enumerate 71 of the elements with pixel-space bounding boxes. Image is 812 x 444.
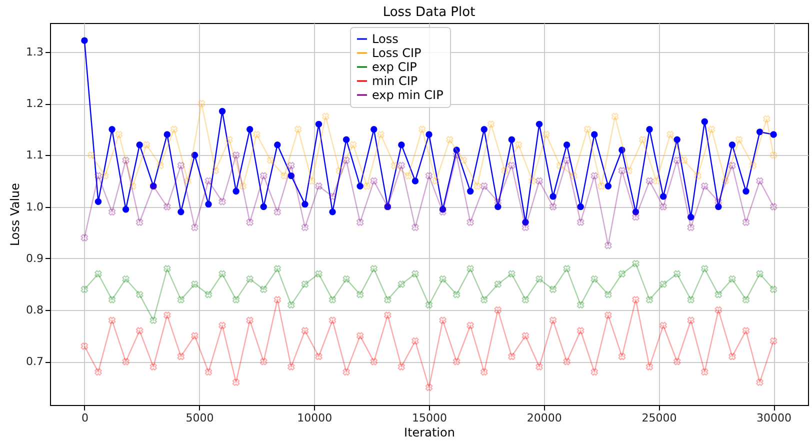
point: [591, 131, 598, 138]
legend-label: Loss CIP: [372, 46, 422, 60]
point: [81, 37, 88, 44]
point: [412, 178, 419, 184]
y-axis-title: Loss Value: [8, 182, 22, 246]
point: [108, 126, 116, 133]
point: [742, 188, 750, 195]
x-tick-label: 5000: [186, 412, 214, 424]
point: [426, 131, 432, 138]
point: [164, 131, 170, 138]
y-tick-label: 1.1: [26, 148, 44, 162]
point: [136, 141, 143, 148]
point: [370, 126, 378, 133]
legend-label: Loss: [372, 32, 398, 46]
point: [688, 214, 694, 220]
point: [577, 203, 584, 210]
point: [728, 141, 736, 148]
point: [218, 108, 226, 115]
point: [205, 200, 212, 208]
point: [178, 208, 184, 216]
y-tick-label: 0.9: [26, 252, 44, 265]
x-tick-label: 0: [81, 412, 88, 424]
point: [536, 120, 543, 128]
point: [674, 136, 680, 144]
x-axis-title: Iteration: [404, 426, 455, 440]
legend-label: exp CIP: [372, 60, 417, 74]
point: [770, 131, 777, 138]
point: [701, 118, 708, 125]
point: [94, 198, 102, 205]
point: [315, 120, 322, 128]
point: [480, 126, 488, 133]
point: [260, 203, 267, 210]
point: [646, 126, 653, 133]
point: [453, 146, 460, 154]
point: [632, 208, 640, 216]
chart-title: Loss Data Plot: [382, 5, 476, 20]
point: [246, 126, 254, 133]
point: [122, 206, 130, 213]
x-tick-label: 25000: [642, 412, 677, 424]
point: [604, 182, 612, 190]
legend-label: min CIP: [372, 74, 418, 88]
point: [715, 203, 722, 210]
x-tick-label: 20000: [526, 412, 562, 424]
point: [288, 172, 295, 180]
y-tick-label: 1.3: [26, 45, 44, 58]
point: [466, 188, 474, 195]
point: [232, 188, 240, 195]
point: [508, 136, 516, 144]
point: [660, 193, 667, 200]
y-tick-label: 0.8: [26, 304, 44, 317]
point: [618, 146, 626, 154]
x-tick-label: 30000: [756, 412, 792, 424]
point: [563, 141, 570, 148]
y-tick-label: 1.2: [26, 97, 44, 110]
point: [494, 203, 502, 210]
point: [302, 200, 308, 208]
y-tick-label: 1.0: [26, 200, 44, 214]
y-tick-label: 0.7: [26, 355, 44, 368]
point: [550, 193, 556, 200]
point: [274, 141, 281, 148]
x-tick-label: 15000: [412, 412, 447, 424]
point: [342, 136, 350, 144]
point: [439, 206, 446, 213]
point: [329, 208, 336, 216]
legend-label: exp min CIP: [372, 88, 444, 102]
point: [398, 141, 405, 148]
point: [522, 218, 529, 226]
point: [191, 152, 198, 158]
point: [756, 128, 764, 136]
point: [356, 182, 364, 190]
x-tick-label: 10000: [297, 412, 332, 424]
